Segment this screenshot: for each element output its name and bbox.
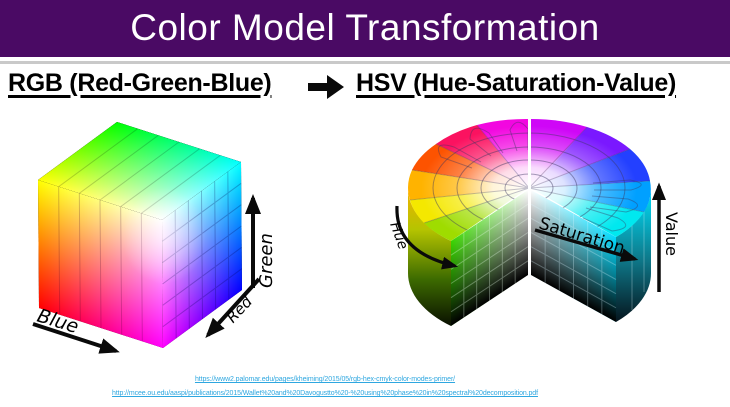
green-axis-label: Green xyxy=(256,233,277,288)
cut-face-green xyxy=(451,190,528,326)
cube-highlight xyxy=(122,188,206,284)
hsv-cylinder-figure: Hue Saturation Value xyxy=(386,118,681,355)
page-title: Color Model Transformation xyxy=(130,7,600,48)
link-mcee[interactable]: http://mcee.ou.edu/aaspi/publications/20… xyxy=(112,390,538,397)
title-banner: Color Model Transformation xyxy=(0,0,730,57)
footer-links: https://www2.palomar.edu/pages/kheiming/… xyxy=(5,371,645,399)
link-palomar[interactable]: https://www2.palomar.edu/pages/kheiming/… xyxy=(194,376,456,383)
rgb-cube-figure: Blue Red Green xyxy=(10,110,320,370)
hue-disc xyxy=(407,118,652,241)
heading-hsv: HSV (Hue-Saturation-Value) xyxy=(356,69,677,97)
right-wall-seams xyxy=(631,205,645,310)
blue-axis-arrow xyxy=(32,322,120,354)
saturation-arrow xyxy=(534,228,639,262)
arrow-right-icon xyxy=(308,75,346,104)
banner-divider xyxy=(0,61,730,64)
value-label: Value xyxy=(662,212,681,256)
hue-arrow xyxy=(395,205,459,270)
cube-top-face xyxy=(38,122,241,220)
hue-label: Hue xyxy=(386,220,411,252)
red-axis-arrow xyxy=(205,277,261,338)
heading-rgb: RGB (Red-Green-Blue) xyxy=(8,69,272,97)
